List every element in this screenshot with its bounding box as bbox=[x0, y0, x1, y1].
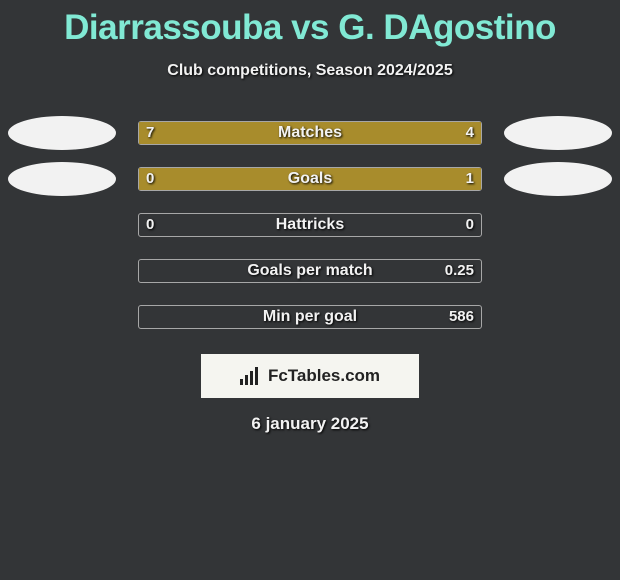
stat-row: 01Goals bbox=[0, 156, 620, 202]
comparison-subtitle: Club competitions, Season 2024/2025 bbox=[0, 62, 620, 80]
bars-icon bbox=[240, 367, 262, 385]
stat-row: 74Matches bbox=[0, 110, 620, 156]
stat-label: Hattricks bbox=[138, 213, 482, 237]
stat-row: 586Min per goal bbox=[0, 294, 620, 340]
stat-row: 00Hattricks bbox=[0, 202, 620, 248]
logo-text: FcTables.com bbox=[268, 366, 380, 386]
comparison-chart: 74Matches01Goals00Hattricks0.25Goals per… bbox=[0, 110, 620, 340]
snapshot-date: 6 january 2025 bbox=[0, 414, 620, 434]
player-right-avatar bbox=[504, 162, 612, 196]
stat-label: Goals bbox=[138, 167, 482, 191]
stat-label: Goals per match bbox=[138, 259, 482, 283]
stat-label: Matches bbox=[138, 121, 482, 145]
comparison-title: Diarrassouba vs G. DAgostino bbox=[0, 0, 620, 48]
player-right-avatar bbox=[504, 116, 612, 150]
stat-label: Min per goal bbox=[138, 305, 482, 329]
player-left-avatar bbox=[8, 116, 116, 150]
site-logo: FcTables.com bbox=[201, 354, 419, 398]
stat-row: 0.25Goals per match bbox=[0, 248, 620, 294]
player-left-avatar bbox=[8, 162, 116, 196]
